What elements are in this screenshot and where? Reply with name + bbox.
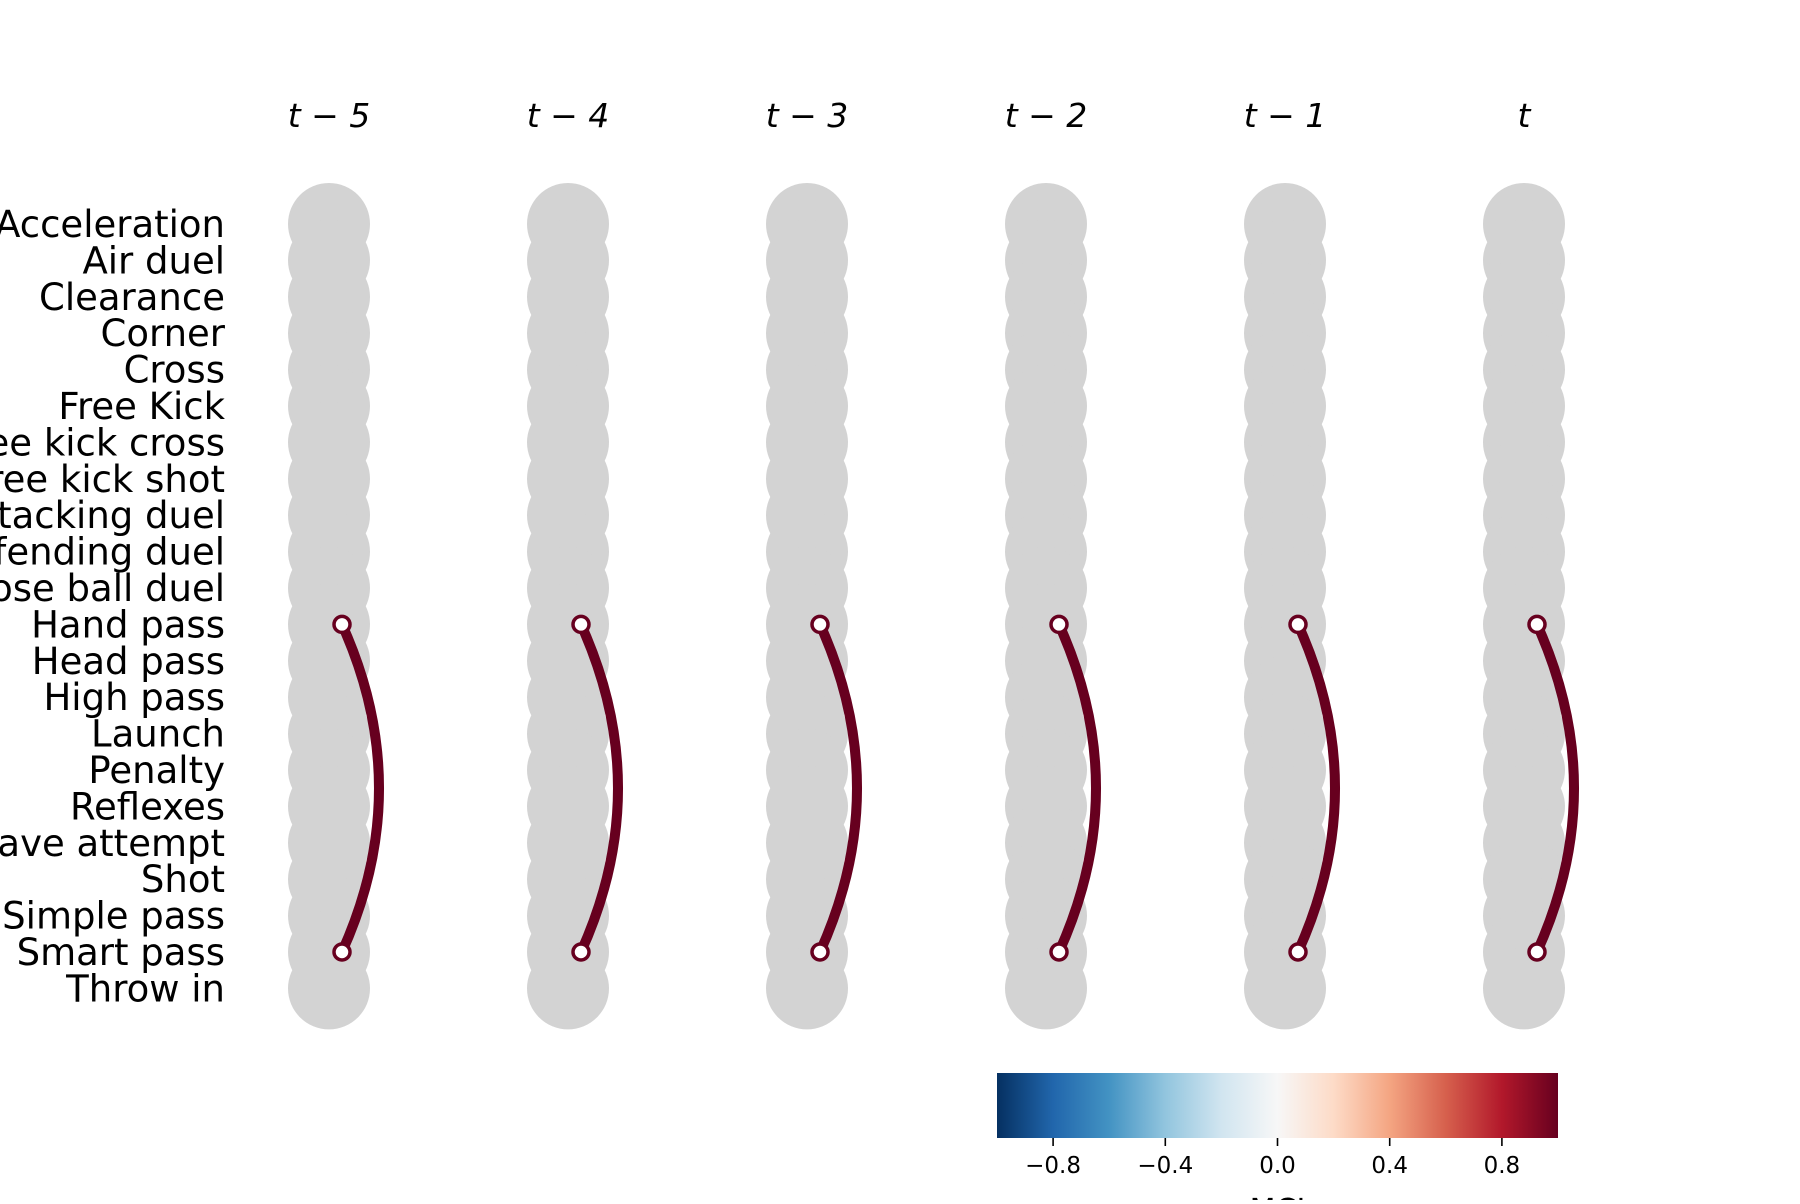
- colorbar-label: MCI: [1250, 1193, 1306, 1200]
- node-3-throw-in: [766, 947, 848, 1029]
- timestep-titles: t − 5 t − 4 t − 3 t − 2 t − 1 t: [288, 96, 1532, 135]
- colorbar-gradient: [997, 1073, 1558, 1138]
- colorbar-tick-label-1: −0.8: [1025, 1153, 1081, 1179]
- link-2-source-endpoint: [573, 616, 589, 632]
- node-6-throw-in: [1483, 947, 1565, 1029]
- link-5-target-endpoint: [1290, 944, 1306, 960]
- timestep-title-2: t − 4: [527, 96, 610, 135]
- link-6-source-endpoint: [1529, 616, 1545, 632]
- link-4-target-endpoint: [1051, 944, 1067, 960]
- link-6-target-endpoint: [1529, 944, 1545, 960]
- link-3-source-endpoint: [812, 616, 828, 632]
- colorbar-tick-label-3: 0.0: [1259, 1153, 1296, 1179]
- link-1-source-endpoint: [334, 616, 350, 632]
- link-3-target-endpoint: [812, 944, 828, 960]
- timestep-title-3: t − 3: [766, 96, 849, 135]
- timestep-title-1: t − 5: [288, 96, 371, 135]
- node-2-throw-in: [527, 947, 609, 1029]
- colorbar: −0.8 −0.4 0.0 0.4 0.8 MCI: [997, 1073, 1558, 1200]
- link-5-source-endpoint: [1290, 616, 1306, 632]
- node-columns: [288, 183, 1565, 1029]
- link-4-source-endpoint: [1051, 616, 1067, 632]
- colorbar-tick-label-4: 0.4: [1371, 1153, 1408, 1179]
- links: [334, 616, 1574, 960]
- timestep-title-4: t − 2: [1005, 96, 1088, 135]
- colorbar-tick-label-5: 0.8: [1484, 1153, 1521, 1179]
- link-2-target-endpoint: [573, 944, 589, 960]
- colorbar-tick-label-2: −0.4: [1137, 1153, 1193, 1179]
- node-1-throw-in: [288, 947, 370, 1029]
- timestep-title-6: t: [1518, 96, 1532, 135]
- node-5-throw-in: [1244, 947, 1326, 1029]
- timestep-title-5: t − 1: [1244, 96, 1327, 135]
- node-4-throw-in: [1005, 947, 1087, 1029]
- event-label-throw-in: Throw in: [65, 967, 225, 1010]
- link-1-target-endpoint: [334, 944, 350, 960]
